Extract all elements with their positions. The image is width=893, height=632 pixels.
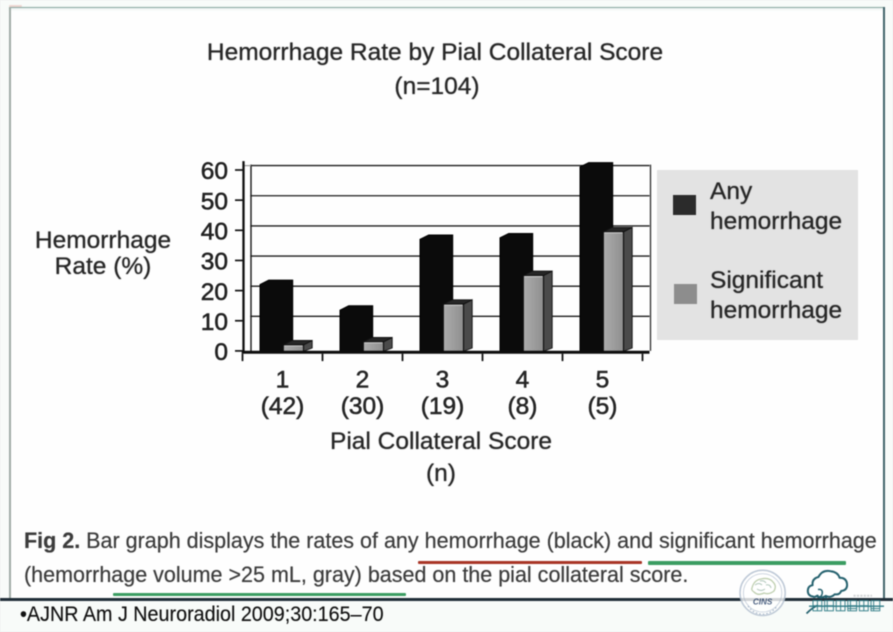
bar-significant-1 xyxy=(282,339,313,353)
panel-border-left xyxy=(9,7,11,599)
category-sublabel-5: (5) xyxy=(588,393,618,420)
category-sublabel-4: (8) xyxy=(508,393,538,420)
bar-significant-3 xyxy=(442,299,473,353)
y-tick-label-10: 10 xyxy=(201,309,228,336)
legend-label-any-line2: hemorrhage xyxy=(710,207,843,235)
legend-label-sig-line1: Significant xyxy=(710,267,824,294)
legend-swatch-any xyxy=(672,195,696,215)
y-tick-label-40: 40 xyxy=(201,219,228,246)
bar-significant-2 xyxy=(362,336,393,353)
y-axis-title: Hemorrhage Rate (%) xyxy=(35,228,171,280)
y-tick-label-30: 30 xyxy=(201,249,228,276)
caption-green-underline-1 xyxy=(648,561,846,565)
caption-green-underline-2 xyxy=(113,592,406,596)
cins-stamp-text: CINS xyxy=(753,598,773,607)
x-axis-title: Pial Collateral Score xyxy=(330,427,552,455)
figure-caption-line2: (hemorrhage volume >25 mL, gray) based o… xyxy=(24,561,689,587)
category-label-4: 4 xyxy=(516,366,530,393)
x-axis-title-unit: (n) xyxy=(426,459,456,487)
cloud-logo xyxy=(805,569,872,615)
category-sublabel-1: (42) xyxy=(261,393,305,420)
category-label-2: 2 xyxy=(356,366,370,393)
panel-border-top xyxy=(9,6,884,9)
bar-significant-4 xyxy=(522,270,553,353)
panel-border-bottom xyxy=(0,597,893,601)
footer-citation: •AJNR Am J Neuroradiol 2009;30:165–70 xyxy=(20,602,384,626)
figure-caption-line1-text: Bar graph displays the rates of any hemo… xyxy=(80,527,877,553)
figure-caption-fig-label: Fig 2. xyxy=(24,527,81,553)
y-axis-title-line2: Rate (%) xyxy=(54,252,152,280)
chart-subtitle: (n=104) xyxy=(394,73,480,101)
legend-item-any: Any hemorrhage xyxy=(710,177,842,236)
y-axis-title-line1: Hemorrhage xyxy=(34,227,172,255)
panel-border-right xyxy=(882,7,885,601)
legend-item-significant: Significant hemorrhage xyxy=(710,266,842,325)
y-tick-label-60: 60 xyxy=(201,158,228,185)
category-label-5: 5 xyxy=(596,366,610,393)
category-label-3: 3 xyxy=(436,366,450,393)
category-sublabel-2: (30) xyxy=(341,393,385,420)
chart-title: Hemorrhage Rate by Pial Collateral Score xyxy=(206,38,664,66)
y-tick-label-50: 50 xyxy=(201,188,228,215)
y-tick-label-20: 20 xyxy=(201,279,228,306)
category-sublabel-3: (19) xyxy=(421,393,465,420)
y-tick-label-0: 0 xyxy=(214,339,228,366)
legend-label-sig-line2: hemorrhage xyxy=(710,296,843,324)
legend-swatch-significant xyxy=(674,284,697,304)
legend-label-any-line1: Any xyxy=(710,178,753,206)
cins-stamp-logo: CINS xyxy=(739,569,786,617)
category-label-1: 1 xyxy=(276,366,290,393)
corner-red-mark xyxy=(9,5,22,8)
caption-red-underline xyxy=(418,560,642,564)
figure-caption-line1: Fig 2. Bar graph displays the rates of a… xyxy=(24,527,877,553)
bar-significant-5 xyxy=(602,226,633,353)
